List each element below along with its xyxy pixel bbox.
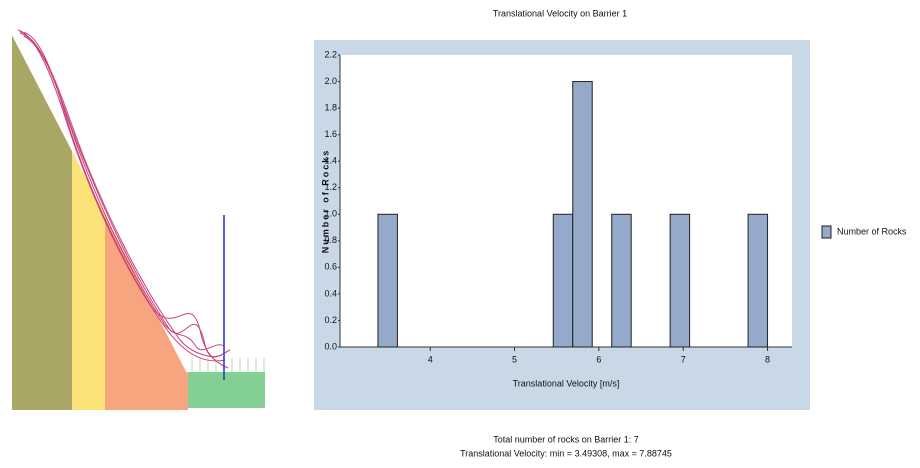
y-tick-label: 0.8	[324, 235, 337, 245]
chart-title: Translational Velocity on Barrier 1	[493, 8, 627, 18]
x-tick-label: 7	[681, 354, 686, 364]
x-tick-label: 4	[428, 354, 433, 364]
y-tick-label: 1.8	[324, 102, 337, 112]
ground-hatch	[191, 358, 265, 372]
slope-zone	[72, 148, 105, 410]
bar	[669, 213, 691, 348]
y-tick-label: 1.4	[324, 156, 337, 166]
slope-zone	[12, 32, 72, 410]
y-tick-label: 0.6	[324, 262, 337, 272]
y-tick-label: 2.2	[324, 49, 337, 59]
bar	[377, 213, 398, 348]
y-tick-label: 1.0	[324, 209, 337, 219]
slope-diagram	[10, 29, 265, 410]
y-tick-label: 0.4	[324, 288, 337, 298]
y-tick-label: 2.0	[324, 76, 337, 86]
y-tick-label: 1.6	[324, 129, 337, 139]
bar	[611, 213, 632, 348]
trajectory	[19, 31, 226, 362]
y-axis-label: Number of Rocks	[320, 149, 330, 254]
bar	[747, 213, 769, 348]
y-tick-label: 1.2	[324, 182, 337, 192]
trajectory	[19, 32, 225, 351]
bar	[552, 213, 574, 348]
x-tick-label: 6	[596, 354, 601, 364]
y-tick-label: 0.0	[324, 341, 337, 351]
x-tick-label: 5	[512, 354, 517, 364]
trajectories	[17, 29, 231, 369]
summary-range: Translational Velocity: min = 3.49308, m…	[460, 448, 672, 458]
y-tick-label: 0.2	[324, 315, 337, 325]
trajectory	[23, 35, 223, 357]
slope-zone	[188, 372, 265, 408]
legend-swatch	[821, 225, 832, 239]
summary-total: Total number of rocks on Barrier 1: 7	[493, 434, 639, 444]
x-tick-label: 8	[765, 354, 770, 364]
x-axis-label: Translational Velocity [m/s]	[513, 378, 620, 388]
bar	[572, 81, 593, 348]
legend-label: Number of Rocks	[837, 226, 907, 236]
trajectory	[17, 29, 229, 369]
